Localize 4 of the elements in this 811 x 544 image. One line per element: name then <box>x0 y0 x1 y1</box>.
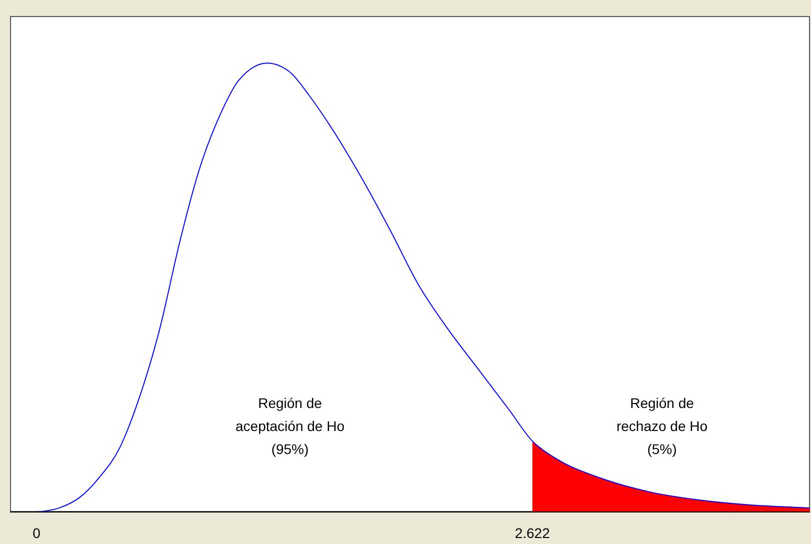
x-tick-label: 0 <box>32 524 41 541</box>
annotation: Región de rechazo de Ho (5%) <box>615 394 709 459</box>
annotation: Región de aceptación de Ho (95%) <box>234 394 346 459</box>
x-tick-label: 2.622 <box>514 524 550 541</box>
